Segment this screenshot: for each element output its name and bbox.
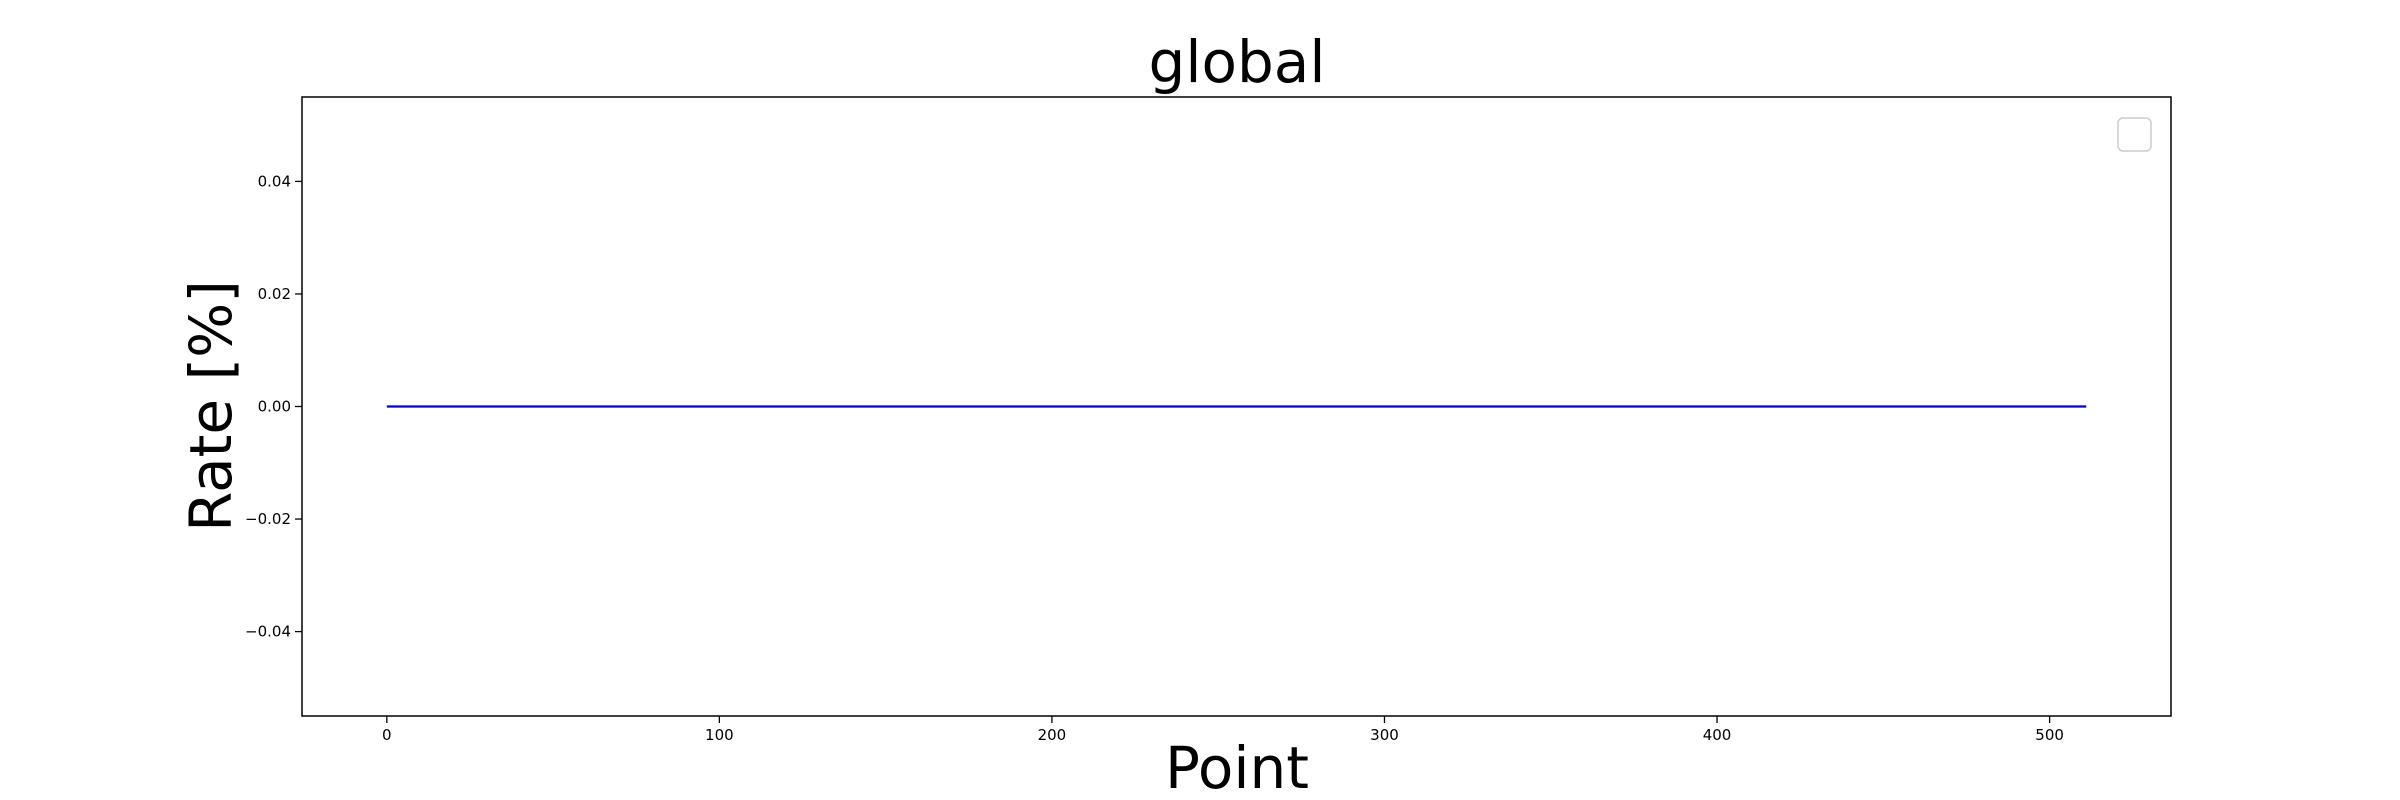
chart-title: global <box>1149 28 1326 96</box>
legend <box>2117 117 2152 152</box>
y-tick-label: 0.02 <box>258 285 291 303</box>
x-tick-label: 500 <box>2035 726 2064 744</box>
x-tick-label: 100 <box>705 726 734 744</box>
y-tick-label: −0.02 <box>245 510 291 528</box>
x-axis-ticks: 0 100 200 300 400 500 <box>382 716 2064 744</box>
x-tick-label: 200 <box>1038 726 1067 744</box>
y-tick-label: 0.00 <box>258 398 291 416</box>
y-axis-ticks: −0.04 −0.02 0.00 0.02 0.04 <box>245 172 302 641</box>
x-axis-label: Point <box>1165 734 1309 800</box>
y-tick-label: 0.04 <box>258 172 291 190</box>
x-tick-label: 300 <box>1370 726 1399 744</box>
x-tick-label: 0 <box>382 726 392 744</box>
x-tick-label: 400 <box>1703 726 1732 744</box>
y-tick-label: −0.04 <box>245 623 291 641</box>
y-axis-label: Rate [%] <box>177 280 245 532</box>
legend-box <box>2117 117 2152 152</box>
